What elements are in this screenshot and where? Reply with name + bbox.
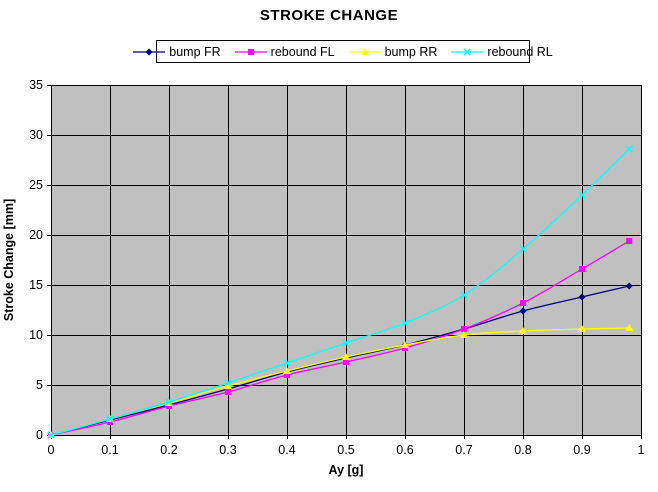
legend-entry-bump-FR: bump FR [133, 44, 221, 59]
series-marker-x-rebound-RL [283, 359, 291, 367]
x-tick-label: 0.9 [573, 443, 590, 457]
x-tick-label: 0.8 [514, 443, 531, 457]
series-marker-triangle-bump-RR [578, 325, 586, 332]
legend-marker-triangle [360, 47, 369, 55]
y-tick-label: 30 [29, 128, 43, 142]
x-axis-label: Ay [g] [329, 463, 364, 477]
square-marker-icon [234, 48, 267, 55]
y-tick-label: 10 [29, 328, 43, 342]
series-line-rebound-RL [50, 148, 630, 436]
y-tick-label: 20 [29, 228, 43, 242]
diamond-marker-icon [133, 48, 166, 55]
series-marker-x-rebound-RL [106, 415, 114, 423]
series-marker-x-rebound-RL [401, 319, 409, 327]
series-marker-diamond-bump-FR [625, 282, 633, 290]
series-marker-square-rebound-FL [343, 359, 349, 365]
series-marker-x-rebound-RL [519, 245, 527, 253]
y-tick-label: 15 [29, 278, 43, 292]
series-marker-square-rebound-FL [626, 238, 633, 244]
series-marker-square-rebound-FL [520, 300, 526, 306]
x-tick-label: 0.4 [278, 443, 295, 457]
legend-marker-x [463, 47, 472, 56]
series-marker-x-rebound-RL [47, 431, 55, 439]
series-marker-triangle-bump-RR [401, 341, 409, 348]
x-marker-icon [451, 47, 484, 56]
series-marker-x-rebound-RL [625, 145, 633, 153]
series-marker-diamond-bump-FR [519, 307, 527, 315]
series-marker-square-rebound-FL [579, 266, 585, 272]
legend-entry-bump-RR: bump RR [348, 44, 438, 59]
legend-entry-rebound-FL: rebound FL [234, 44, 335, 59]
series-marker-x-rebound-RL [342, 339, 350, 347]
chart-legend: bump FR rebound FL bump RR rebound RL [133, 40, 553, 63]
x-tick-label: 0.1 [101, 443, 118, 457]
y-tick-label: 35 [29, 78, 43, 92]
series-marker-diamond-bump-FR [578, 293, 586, 301]
series-marker-triangle-bump-RR [342, 353, 350, 360]
series-marker-triangle-bump-RR [519, 327, 527, 334]
legend-label: rebound RL [487, 44, 553, 59]
series-marker-triangle-bump-RR [460, 331, 468, 338]
series-marker-x-rebound-RL [578, 191, 586, 199]
legend-marker-diamond [145, 48, 153, 55]
y-tick-label: 0 [36, 428, 43, 442]
series-marker-square-rebound-FL [225, 389, 231, 395]
series-marker-x-rebound-RL [165, 398, 173, 406]
series-marker-x-rebound-RL [460, 291, 468, 299]
chart-title: STROKE CHANGE [259, 7, 399, 24]
series-marker-x-rebound-RL [224, 379, 232, 387]
series-marker-square-rebound-FL [461, 326, 467, 332]
tick-labels: 0 0.1 0.2 0.3 0.4 0.5 0.6 0.7 0.8 0.9 105101520253… [29, 78, 644, 457]
x-tick-label: 1 [638, 443, 645, 457]
legend-label: bump RR [384, 44, 438, 59]
gridlines [47, 85, 642, 439]
triangle-marker-icon [348, 47, 381, 55]
y-tick-label: 25 [29, 178, 43, 192]
x-tick-label: 0.3 [219, 443, 236, 457]
legend-label: bump FR [169, 44, 221, 59]
legend-entry-rebound-RL: rebound RL [451, 44, 553, 59]
y-axis-label: Stroke Change [mm] [2, 199, 16, 321]
legend-marker-square [247, 48, 254, 55]
series-marker-triangle-bump-RR [224, 382, 232, 389]
series-marker-triangle-bump-RR [625, 324, 634, 331]
x-tick-label: 0.2 [160, 443, 177, 457]
series-marker-square-rebound-FL [284, 372, 290, 378]
x-tick-label: 0.6 [396, 443, 413, 457]
x-tick-label: 0.7 [455, 443, 472, 457]
legend-label: rebound FL [270, 44, 335, 59]
series-marker-triangle-bump-RR [283, 367, 291, 374]
x-tick-label: 0.5 [337, 443, 354, 457]
y-tick-label: 5 [36, 378, 43, 392]
x-tick-label: 0 [48, 443, 55, 457]
